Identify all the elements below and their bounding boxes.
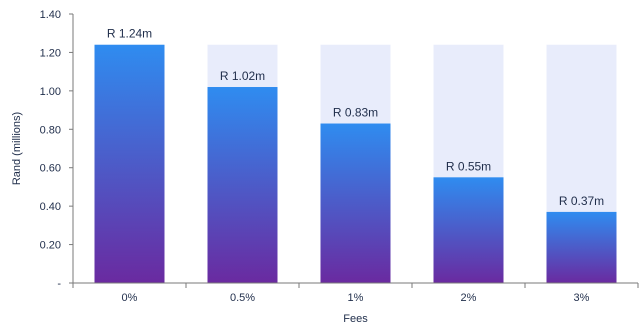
y-tick-label: 0.80	[40, 124, 61, 136]
value-bar	[320, 123, 391, 284]
y-axis-ticks: - 0.20 0.40 0.60 0.80 1.00 1.20 1.40	[40, 9, 73, 290]
y-tick-label: 0.20	[40, 240, 61, 252]
bar-data-label: R 0.83m	[333, 106, 378, 120]
y-tick-label: 1.40	[40, 9, 61, 21]
x-axis-ticks: 0% 0.5% 1% 2% 3%	[72, 283, 639, 304]
bar-data-label: R 0.55m	[446, 159, 491, 173]
x-axis-title: Fees	[343, 313, 368, 325]
x-tick-label: 1%	[348, 292, 364, 304]
y-tick-label: 1.20	[40, 47, 61, 59]
x-tick-label: 0%	[122, 292, 138, 304]
y-axis-title: Rand (millions)	[11, 112, 23, 185]
x-tick-label: 2%	[461, 292, 477, 304]
x-tick-label: 3%	[574, 292, 590, 304]
y-tick-label: 0.40	[40, 201, 61, 213]
y-tick-label: 1.00	[40, 86, 61, 98]
bar-data-label: R 0.37m	[559, 194, 604, 208]
value-bar	[433, 177, 504, 283]
bar-data-label: R 1.24m	[107, 27, 152, 41]
data-labels: R 1.24m R 1.02m R 0.83m R 0.55m R 0.37m	[107, 27, 604, 208]
y-tick-label: -	[57, 278, 61, 290]
value-bars	[94, 44, 617, 284]
x-tick-label: 0.5%	[230, 292, 255, 304]
value-bar	[94, 44, 165, 283]
bar-data-label: R 1.02m	[220, 69, 265, 83]
y-tick-label: 0.60	[40, 163, 61, 175]
value-bar	[207, 87, 278, 283]
value-bar	[546, 211, 617, 283]
